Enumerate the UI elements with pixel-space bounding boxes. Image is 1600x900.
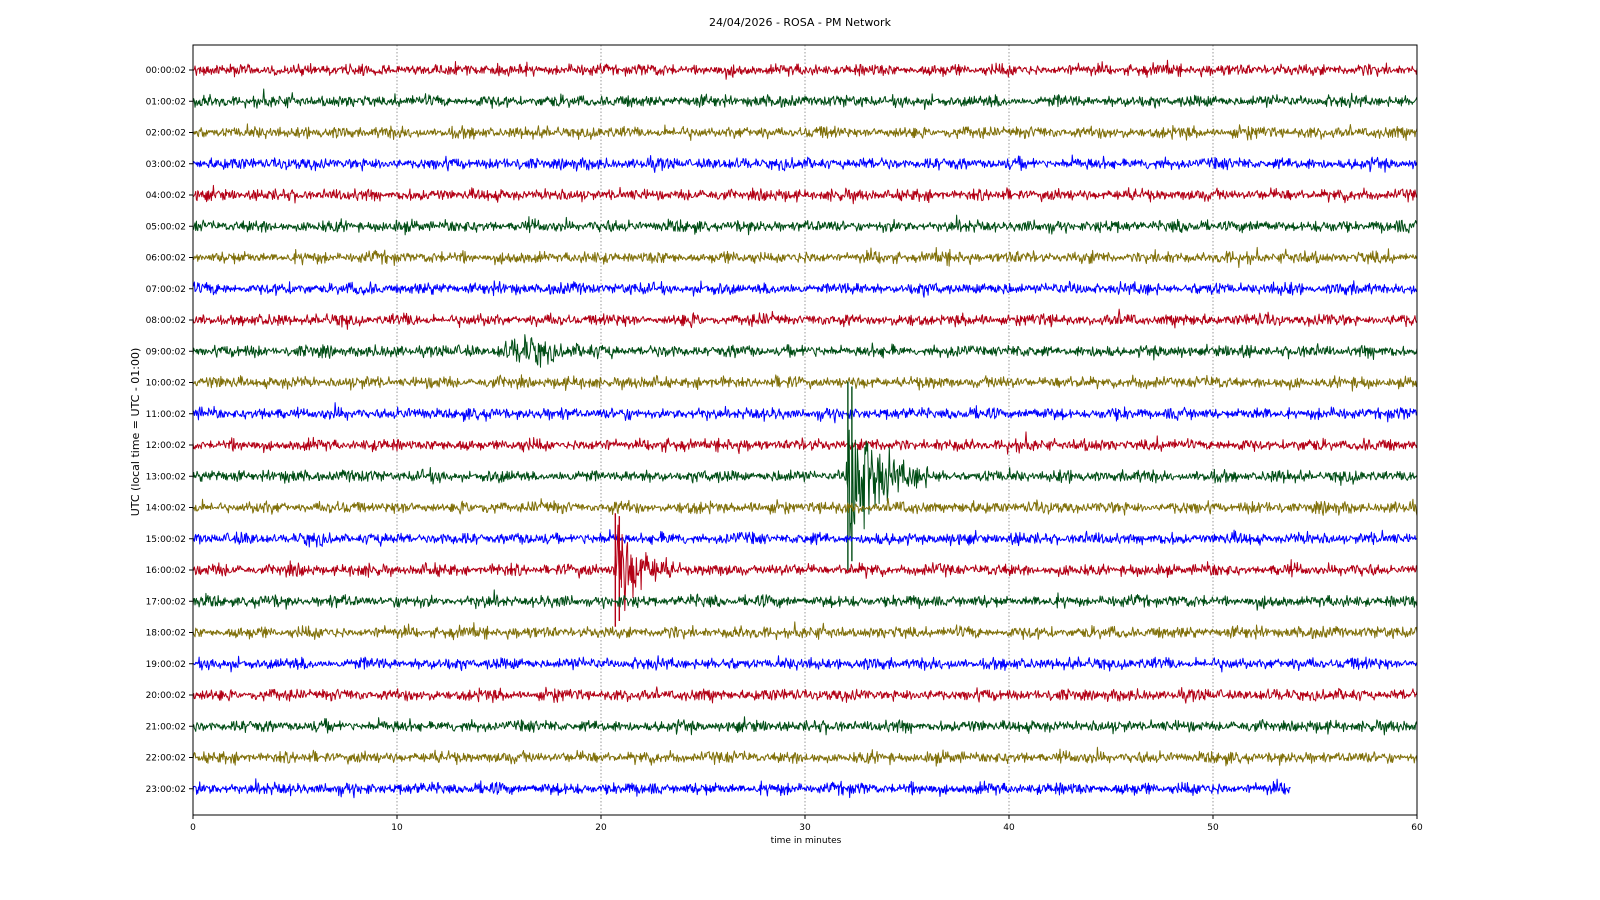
trace-layer (192, 59, 1418, 799)
hour-label: 22:00:02 (146, 754, 186, 764)
y-axis: 00:00:02 01:00:02 02:00:02 03:00:02 04:00:02… (146, 66, 193, 795)
trace-line (192, 246, 1418, 268)
trace-line (192, 308, 1418, 330)
hour-label: 17:00:02 (146, 597, 186, 607)
hour-label: 20:00:02 (146, 691, 186, 701)
x-tick-label-50: 50 (1207, 823, 1219, 833)
x-tick-label-30: 30 (799, 823, 811, 833)
hour-label: 16:00:02 (146, 566, 186, 576)
y-axis-label: UTC (local time = UTC - 01:00) (129, 348, 142, 517)
x-tick-label-0: 0 (190, 823, 196, 833)
trace-line (192, 184, 1418, 205)
trace-line (192, 778, 1291, 799)
hour-label: 09:00:02 (146, 347, 186, 357)
x-tick-label-60: 60 (1411, 823, 1423, 833)
trace-line (192, 746, 1418, 767)
hour-label: 19:00:02 (146, 660, 186, 670)
hour-label: 13:00:02 (146, 472, 186, 482)
x-axis-label: time in minutes (771, 836, 842, 846)
hour-label: 14:00:02 (146, 504, 186, 514)
trace-line (192, 716, 1418, 736)
x-tick-label-40: 40 (1003, 823, 1015, 833)
hour-label: 03:00:02 (146, 160, 186, 170)
hour-label: 12:00:02 (146, 441, 186, 451)
trace-line (192, 497, 1418, 516)
hour-label: 08:00:02 (146, 316, 186, 326)
trace-line (192, 655, 1418, 673)
trace-line (192, 280, 1418, 298)
trace-line (192, 88, 1418, 110)
trace-line (192, 123, 1418, 141)
trace-line (192, 214, 1418, 236)
hour-label: 21:00:02 (146, 722, 186, 732)
trace-line (192, 589, 1418, 611)
trace-line (192, 431, 1418, 455)
hour-label: 23:00:02 (146, 785, 186, 795)
trace-line (192, 374, 1418, 392)
hour-label: 06:00:02 (146, 254, 186, 264)
hour-label: 00:00:02 (146, 66, 186, 76)
trace-line (192, 334, 1418, 368)
x-tick-label-20: 20 (595, 823, 607, 833)
trace-line (192, 686, 1418, 704)
hour-label: 11:00:02 (146, 410, 186, 420)
grid-lines (396, 45, 1214, 815)
hour-label: 04:00:02 (146, 191, 186, 201)
hour-label: 01:00:02 (146, 97, 186, 107)
trace-line (192, 524, 1418, 612)
trace-line (192, 621, 1418, 641)
trace-line (192, 154, 1418, 173)
hour-label: 05:00:02 (146, 222, 186, 232)
trace-line (192, 59, 1418, 80)
hour-label: 02:00:02 (146, 129, 186, 139)
trace-line (192, 402, 1418, 424)
hour-label: 07:00:02 (146, 285, 186, 295)
trace-line (192, 429, 1418, 539)
hour-label: 18:00:02 (146, 629, 186, 639)
trace-line (192, 529, 1418, 548)
hour-label: 15:00:02 (146, 535, 186, 545)
hour-label: 10:00:02 (146, 379, 186, 389)
x-tick-label-10: 10 (391, 823, 403, 833)
x-axis: 0 10 20 30 40 50 60 (190, 815, 1423, 833)
chart-title: 24/04/2026 - ROSA - PM Network (709, 16, 892, 29)
